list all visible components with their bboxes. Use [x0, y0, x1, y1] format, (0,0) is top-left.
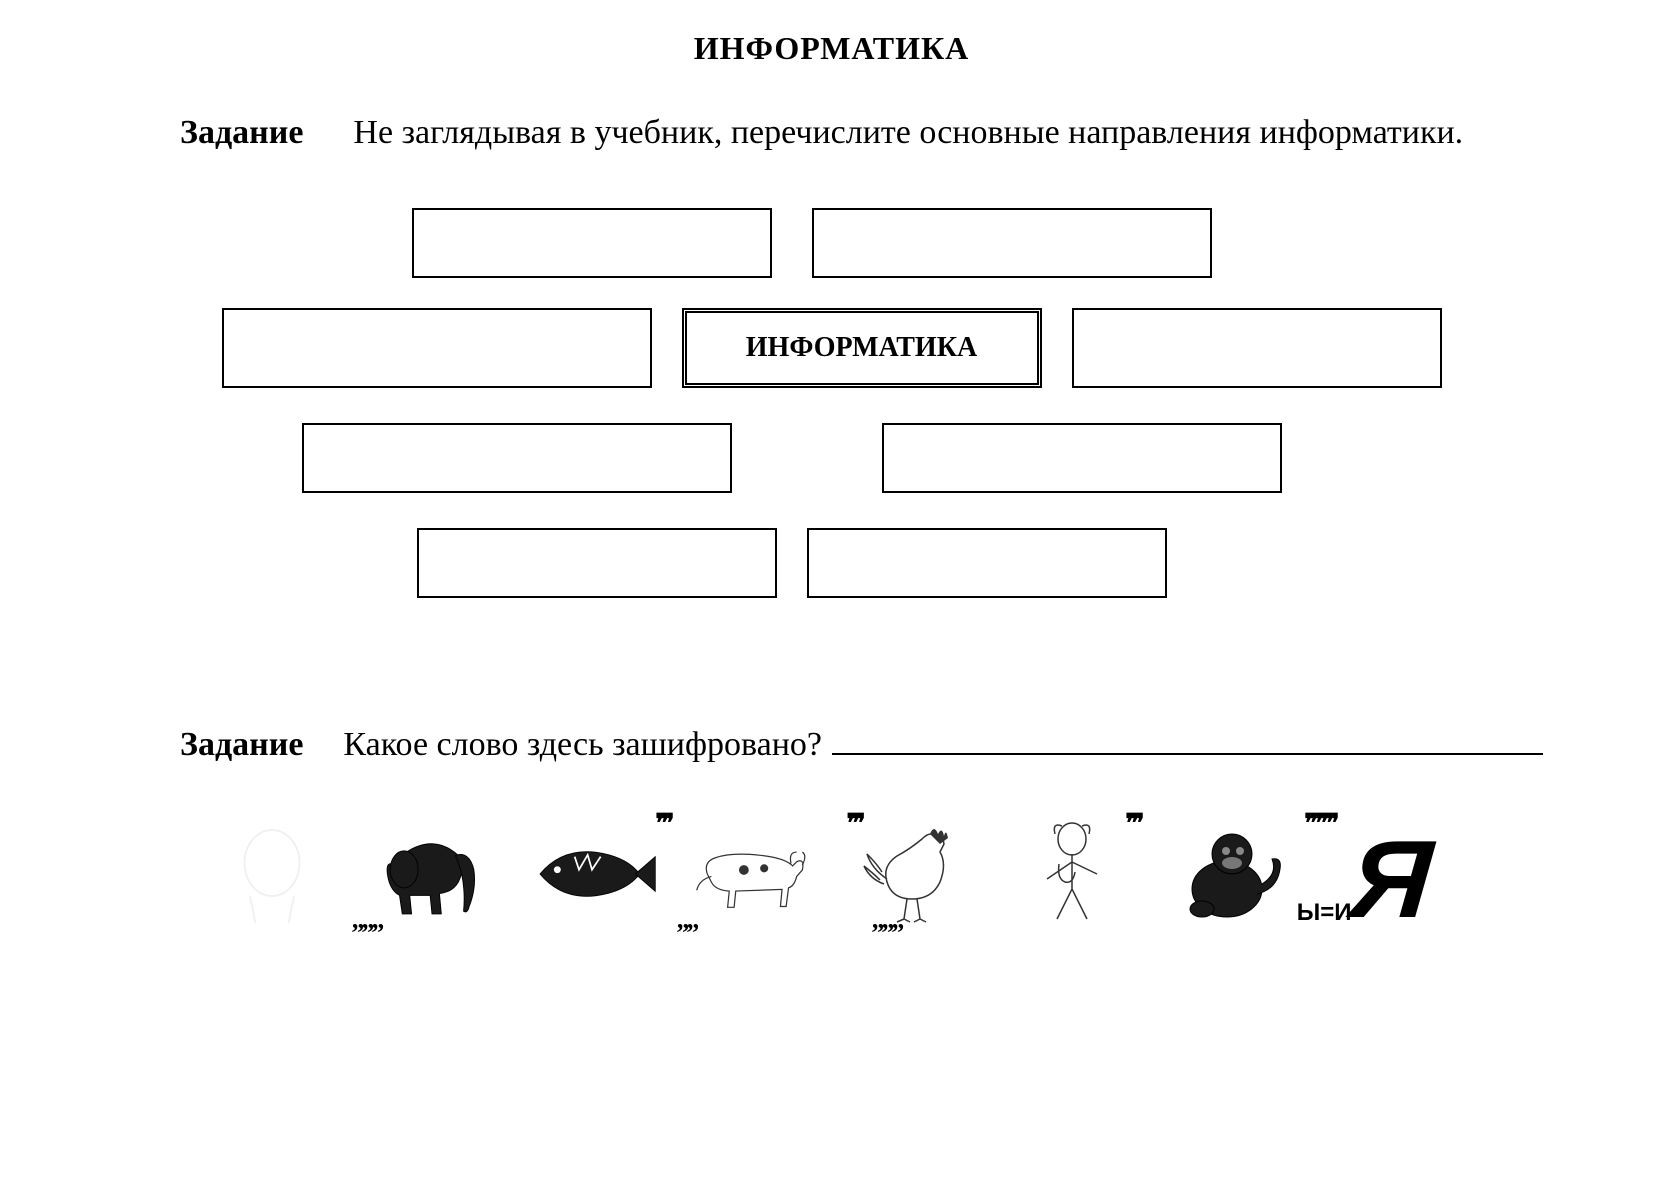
- commas-bottom: „„„: [872, 907, 902, 933]
- diagram-box-r1-left[interactable]: [412, 208, 772, 278]
- diagram-center: ИНФОРМАТИКА: [682, 308, 1042, 388]
- rebus-item-faint: [197, 819, 347, 929]
- rooster-icon: [847, 819, 977, 929]
- task2-label: Задание: [180, 726, 303, 764]
- monkey-icon: [1167, 819, 1297, 929]
- fish-icon: [527, 819, 657, 929]
- diagram-box-r2-right[interactable]: [1072, 308, 1442, 388]
- task1-text: Задание Не заглядывая в учебник, перечисл…: [180, 107, 1523, 158]
- letter-ya: Я: [1347, 830, 1436, 929]
- page-title: ИНФОРМАТИКА: [60, 30, 1603, 67]
- task1-body: Не заглядывая в учебник, перечислите осн…: [353, 114, 1463, 151]
- task2-text: Какое слово здесь зашифровано?: [343, 726, 822, 764]
- rebus-item-rooster: ❜❜❜ „„„: [837, 819, 987, 929]
- commas-bottom: „„: [677, 907, 697, 933]
- diagram-box-r4-right[interactable]: [807, 528, 1167, 598]
- diagram-box-r3-right[interactable]: [882, 423, 1282, 493]
- task1-block: Задание Не заглядывая в учебник, перечисл…: [180, 107, 1523, 158]
- rebus-item-monkey: ❜❜❜❜❜❜ Ы=И: [1157, 819, 1307, 929]
- rebus-item-fish: ❜❜❜: [517, 819, 667, 929]
- diagram-box-r3-left[interactable]: [302, 423, 732, 493]
- rebus-item-letter: Я: [1317, 830, 1467, 929]
- rebus: „„„ ❜❜❜ „„: [60, 809, 1603, 939]
- diagram: ИНФОРМАТИКА: [202, 208, 1462, 648]
- diagram-box-r1-right[interactable]: [812, 208, 1212, 278]
- faint-figure-icon: [207, 819, 337, 929]
- cow-icon: [687, 819, 817, 929]
- commas-top: ❜❜❜: [1125, 811, 1141, 837]
- commas-top: ❜❜❜: [655, 811, 671, 837]
- commas-bottom: „„„: [352, 907, 382, 933]
- rebus-item-cow: „„: [677, 819, 827, 929]
- commas-top: ❜❜❜: [847, 811, 863, 837]
- task2-block: Задание Какое слово здесь зашифровано?: [180, 718, 1543, 764]
- rebus-item-figure: ❜❜❜: [997, 819, 1147, 929]
- elephant-icon: [367, 819, 497, 929]
- answer-blank[interactable]: [832, 718, 1543, 755]
- figure-icon: [1007, 819, 1137, 929]
- diagram-box-r4-left[interactable]: [417, 528, 777, 598]
- diagram-box-r2-left[interactable]: [222, 308, 652, 388]
- task1-label: Задание: [180, 114, 303, 151]
- rebus-item-elephant: „„„: [357, 819, 507, 929]
